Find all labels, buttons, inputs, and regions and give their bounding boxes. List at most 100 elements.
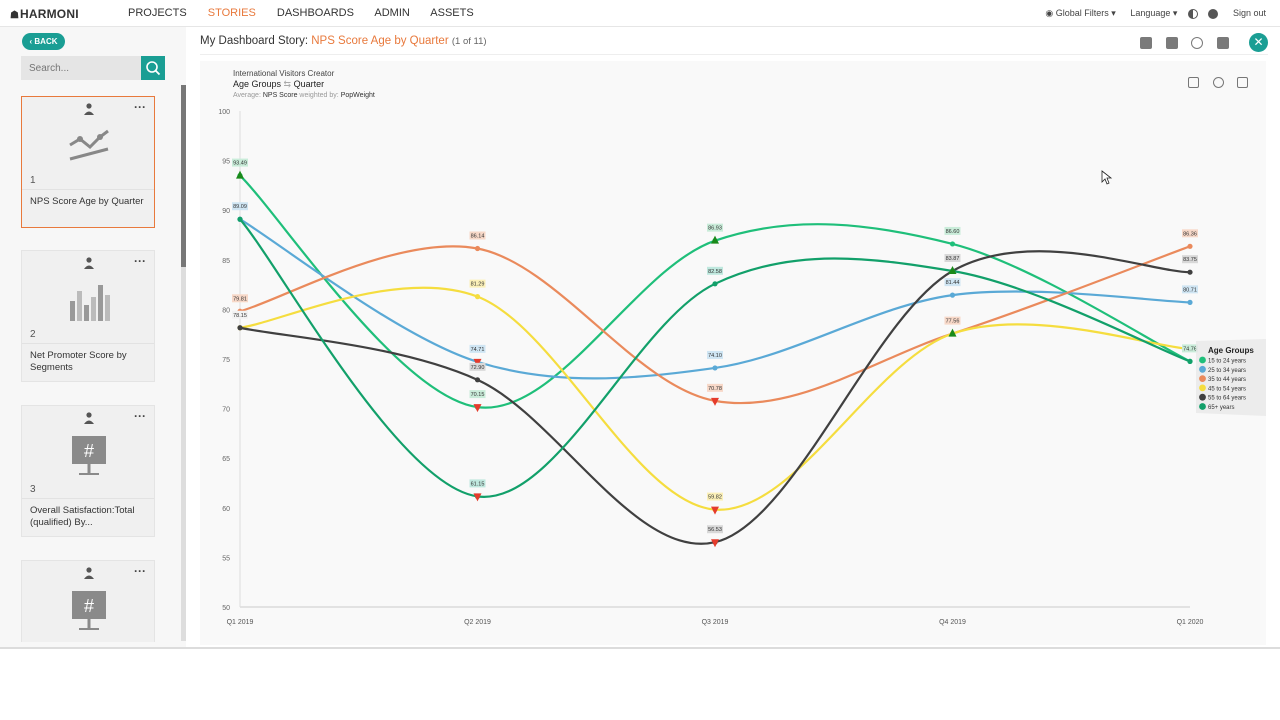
data-label-bg [944, 226, 961, 235]
story-card-3[interactable]: ··· # 3 Overall Satisfaction:Total (qual… [21, 405, 155, 537]
user-icon [84, 257, 94, 269]
story-card-1[interactable]: ··· 1 NPS Score Age by Quarter [21, 96, 155, 228]
card-menu-dots-icon[interactable]: ··· [134, 254, 146, 268]
weighted-label: weighted by: [299, 92, 339, 99]
avg-label: Average: [233, 92, 261, 99]
card-caption: NPS Score Age by Quarter [30, 196, 144, 207]
data-label-bg [707, 383, 723, 392]
sidebar-scrollbar[interactable] [181, 85, 186, 641]
data-label: 81.29 [471, 282, 485, 288]
weight-name: PopWeight [340, 92, 375, 99]
chart-measure-line: Average: NPS Score weighted by: PopWeigh… [233, 92, 375, 99]
data-label-bg [469, 362, 486, 371]
search-input[interactable] [21, 56, 141, 80]
data-label-bg [1182, 285, 1198, 294]
story-card-4[interactable]: ··· # [21, 560, 155, 642]
nav-projects[interactable]: PROJECTS [128, 7, 187, 19]
data-point [1187, 269, 1193, 275]
open-external-icon[interactable] [1188, 77, 1200, 88]
expand-icon[interactable] [1237, 77, 1248, 88]
story-card-2[interactable]: ··· 2 Net Promoter Score by Segments [21, 250, 155, 382]
swap-icon[interactable]: ⇆ [283, 79, 292, 89]
legend-item: 35 to 44 years [1208, 377, 1246, 383]
card-number: 2 [30, 329, 36, 340]
harmoni-logo[interactable]: ☗HARMONI [10, 7, 79, 21]
nav-assets[interactable]: ASSETS [430, 7, 474, 19]
comment-icon[interactable] [1212, 77, 1224, 88]
link-icon[interactable] [1191, 36, 1204, 49]
data-label-bg [944, 278, 961, 287]
excel-export-icon[interactable] [1140, 36, 1153, 49]
powerpoint-export-icon[interactable] [1165, 36, 1178, 49]
nav-stories[interactable]: STORIES [207, 7, 256, 19]
card-menu-dots-icon[interactable]: ··· [134, 100, 146, 114]
help-icon[interactable] [1208, 8, 1219, 19]
x-tick-label: Q3 2019 [702, 619, 729, 626]
nps-line-chart: 50 55 60 65 70 75 80 85 90 95 100 Q1 2019 Q2 2019 Q3 … [218, 109, 1266, 626]
card-menu-dots-icon[interactable]: ··· [134, 564, 146, 578]
data-label-bg [944, 254, 961, 263]
user-icon [84, 567, 94, 579]
globe-icon: ◉ [1045, 8, 1054, 18]
chart-source: International Visitors Creator [233, 69, 335, 78]
sidebar-scrollbar-thumb[interactable] [181, 85, 186, 267]
y-tick-label: 55 [222, 555, 230, 562]
chart-col-dimension[interactable]: Quarter [293, 79, 325, 89]
story-title-prefix: My Dashboard Story: [200, 35, 309, 47]
data-point [237, 216, 243, 222]
data-label-bg [707, 350, 723, 359]
main-nav: PROJECTS STORIES DASHBOARDS ADMIN ASSETS [128, 7, 492, 19]
trash-icon[interactable] [1216, 36, 1229, 49]
chart-row-dimension[interactable]: Age Groups [233, 79, 282, 89]
nav-admin[interactable]: ADMIN [374, 7, 410, 19]
mouse-cursor-icon [1101, 170, 1113, 185]
nav-dashboards[interactable]: DASHBOARDS [276, 7, 354, 19]
y-tick-label: 90 [222, 208, 230, 215]
chart-panel: International Visitors Creator Age Group… [200, 61, 1266, 645]
legend-swatch [1199, 365, 1206, 373]
card-caption: Overall Satisfaction:Total (qualified) B… [30, 505, 135, 528]
card-number: 1 [30, 175, 36, 186]
sign-out-link[interactable]: Sign out [1232, 8, 1266, 18]
data-label: 82.58 [708, 269, 722, 275]
svg-text:#: # [84, 441, 94, 461]
story-main: My Dashboard Story: NPS Score Age by Qua… [186, 27, 1280, 647]
y-tick-label: 100 [218, 109, 230, 116]
line-chart-icon [69, 129, 109, 161]
legend-item: 65+ years [1208, 405, 1235, 411]
bottom-divider [0, 647, 1280, 649]
y-tick-label: 65 [222, 456, 230, 463]
legend-background [1196, 339, 1266, 416]
close-button[interactable]: ✕ [1249, 33, 1268, 52]
user-icon [84, 412, 94, 424]
data-label-bg [469, 390, 486, 399]
data-point [237, 325, 243, 331]
data-label-bg [232, 294, 248, 303]
data-point [712, 281, 718, 287]
data-label: 86.60 [946, 229, 960, 235]
bar-chart-icon [70, 285, 110, 321]
x-tick-label: Q2 2019 [464, 619, 491, 626]
data-label-bg [707, 492, 723, 501]
story-count: (1 of 11) [451, 36, 487, 47]
card-menu-dots-icon[interactable]: ··· [134, 409, 146, 423]
global-filters-button[interactable]: Global Filters ▾ [1055, 8, 1116, 18]
data-label: 56.53 [708, 527, 722, 533]
data-label-bg [1182, 229, 1198, 238]
y-tick-label: 70 [222, 407, 230, 414]
back-button[interactable]: ‹ BACK [22, 33, 65, 50]
data-point [474, 245, 481, 252]
data-label-bg [707, 266, 723, 275]
x-tick-label: Q1 2020 [1177, 619, 1204, 626]
y-tick-label: 60 [222, 506, 230, 513]
contrast-icon[interactable] [1187, 8, 1198, 19]
search-button[interactable] [141, 56, 165, 80]
language-button[interactable]: Language ▾ [1130, 8, 1178, 18]
measure-name: NPS Score [262, 92, 298, 99]
data-label: 72.90 [471, 365, 485, 371]
y-tick-label: 50 [222, 605, 230, 612]
data-label: 83.87 [946, 256, 960, 262]
data-label: 86.93 [708, 226, 722, 232]
decrease-marker-icon [473, 493, 482, 502]
title-divider [200, 54, 1268, 55]
